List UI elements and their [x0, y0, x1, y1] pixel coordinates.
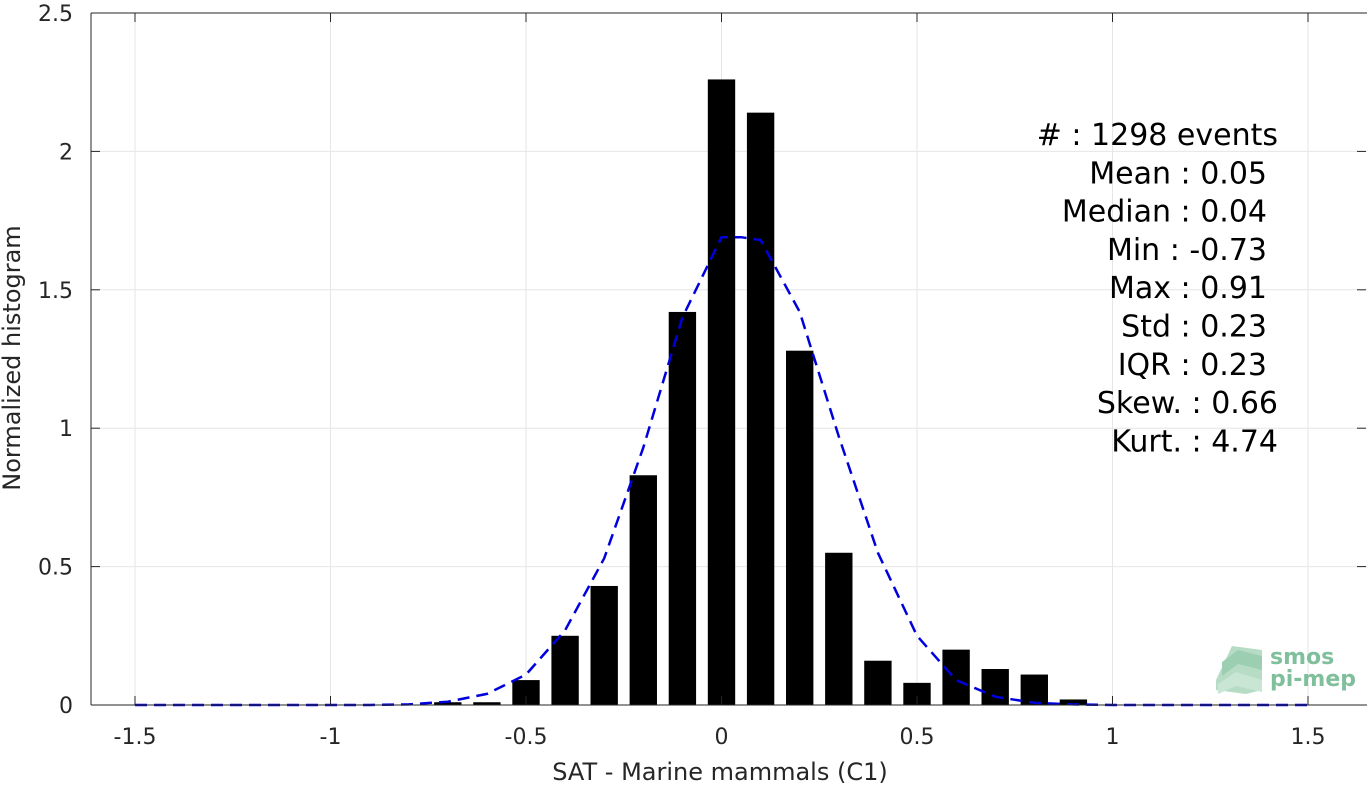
histogram-bar	[473, 702, 501, 705]
histogram-bar	[551, 635, 579, 705]
histogram-bar	[1059, 699, 1088, 705]
histogram-bar	[590, 585, 618, 705]
stats-line: Max : 0.91	[1109, 271, 1267, 306]
stats-line: Median : 0.04	[1062, 195, 1267, 230]
y-tick-label: 2.5	[38, 2, 73, 27]
histogram-bar	[903, 682, 931, 705]
x-tick-label: -0.5	[505, 725, 548, 750]
y-tick-label: 1.5	[38, 279, 73, 304]
y-tick-label: 0.5	[38, 556, 73, 581]
stats-line: Skew. : 0.66	[1097, 386, 1278, 421]
stats-line: IQR : 0.23	[1118, 348, 1267, 383]
y-tick-label: 1	[59, 417, 73, 442]
x-tick-labels: -1.5 -1 -0.5 0 0.5 1 1.5	[114, 725, 1326, 750]
y-tick-labels: 0 0.5 1 1.5 2 2.5	[38, 2, 73, 719]
histogram-bar	[707, 79, 736, 705]
logo-line1: smos	[1270, 645, 1334, 670]
stats-line: Kurt. : 4.74	[1111, 424, 1278, 459]
stats-line: # : 1298 events	[1037, 118, 1278, 153]
logo-line2: pi-mep	[1270, 667, 1356, 692]
histogram-bar	[942, 649, 970, 705]
y-axis-label: Normalized histogram	[0, 225, 26, 490]
histogram-bar	[629, 475, 657, 705]
stats-line: Std : 0.23	[1121, 310, 1267, 345]
x-tick-label: -1	[320, 725, 342, 750]
y-tick-label: 0	[59, 694, 73, 719]
histogram-bar	[825, 552, 853, 705]
x-axis-label: SAT - Marine mammals (C1)	[552, 758, 887, 785]
axes	[90, 12, 1367, 706]
histogram-bar	[746, 112, 775, 705]
histogram-bar	[864, 660, 892, 705]
x-tick-label: 1.5	[1291, 725, 1326, 750]
smos-pimep-logo: smos pi-mep	[1216, 645, 1356, 694]
histogram-bar	[1020, 674, 1048, 705]
y-tick-label: 2	[59, 140, 73, 165]
histogram-bar	[434, 702, 462, 705]
logo-mark-icon	[1216, 646, 1262, 694]
histogram-bar	[668, 311, 697, 705]
histogram-bar	[786, 350, 814, 705]
stats-line: Mean : 0.05	[1089, 156, 1267, 191]
x-tick-label: 1	[1106, 725, 1120, 750]
histogram-bar	[981, 669, 1009, 705]
x-tick-label: -1.5	[114, 725, 157, 750]
x-tick-label: 0.5	[900, 725, 935, 750]
histogram-bars	[434, 79, 1088, 705]
x-tick-label: 0	[715, 725, 729, 750]
stats-line: Min : -0.73	[1107, 233, 1267, 268]
